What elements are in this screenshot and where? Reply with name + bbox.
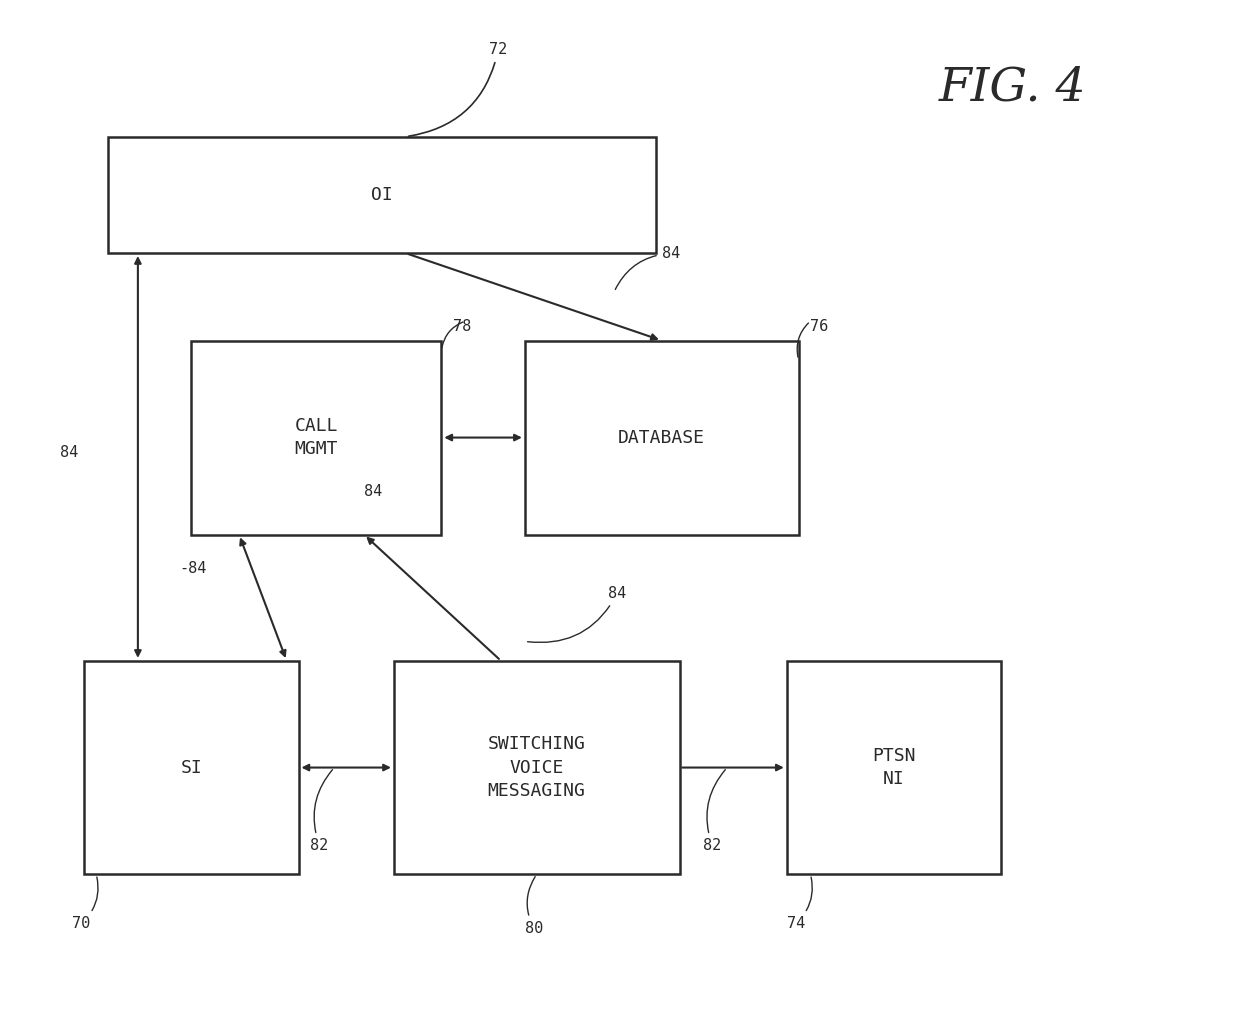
Text: FIG. 4: FIG. 4 [939, 66, 1086, 111]
Text: 84: 84 [365, 484, 382, 498]
Bar [84, 661, 299, 875]
Text: 78: 78 [454, 318, 471, 334]
Bar [394, 661, 680, 875]
Text: CALL
MGMT: CALL MGMT [295, 417, 339, 458]
Text: 84: 84 [615, 246, 680, 289]
Text: -84: -84 [180, 561, 207, 576]
Text: 76: 76 [811, 318, 828, 334]
Bar [525, 341, 799, 535]
Text: SWITCHING
VOICE
MESSAGING: SWITCHING VOICE MESSAGING [487, 735, 585, 800]
Text: DATABASE: DATABASE [619, 429, 706, 447]
Text: 80: 80 [525, 877, 543, 935]
Text: 72: 72 [408, 42, 507, 136]
Text: PTSN
NI: PTSN NI [872, 747, 915, 789]
Text: 70: 70 [72, 877, 98, 931]
Text: 82: 82 [310, 769, 332, 853]
Text: 82: 82 [703, 769, 725, 853]
Text: 84: 84 [60, 445, 78, 460]
Text: 74: 74 [786, 877, 812, 931]
Bar [191, 341, 441, 535]
Text: SI: SI [181, 758, 202, 776]
Text: 84: 84 [527, 585, 626, 642]
Text: OI: OI [371, 186, 393, 204]
Bar [786, 661, 1001, 875]
Bar [108, 136, 656, 253]
